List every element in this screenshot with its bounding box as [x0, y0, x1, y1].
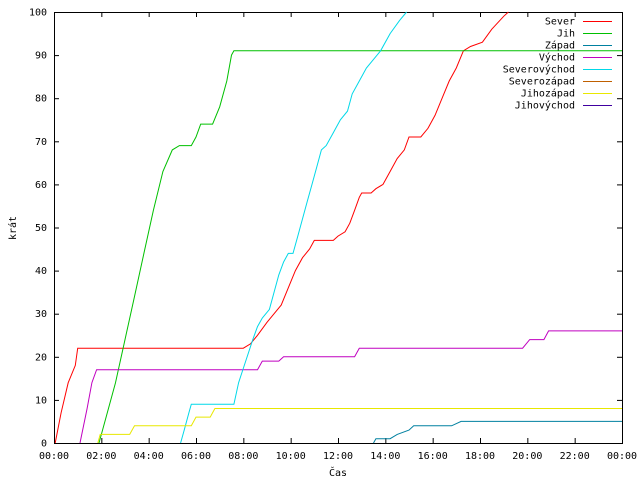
x-tick-label: 04:00: [134, 451, 164, 462]
series-line-východ: [79, 330, 622, 444]
legend-label: Severozápad: [509, 76, 575, 88]
x-tick-label: 02:00: [86, 451, 116, 462]
y-tick-label: 60: [35, 180, 47, 191]
x-axis-label: Čas: [329, 466, 347, 479]
y-tick-label: 50: [35, 223, 47, 234]
series-line-západ: [373, 420, 622, 444]
x-tick-label: 00:00: [607, 451, 637, 462]
y-tick-label: 20: [35, 352, 47, 363]
legend-label: Severovýchod: [503, 64, 575, 76]
y-tick-label: 40: [35, 266, 47, 277]
legend-label: Jihovýchod: [515, 100, 575, 112]
y-tick-label: 70: [35, 137, 47, 148]
y-tick-label: 10: [35, 395, 47, 406]
x-tick-label: 06:00: [181, 451, 211, 462]
legend-label: Východ: [539, 52, 575, 64]
x-tick-label: 12:00: [323, 451, 353, 462]
x-tick-label: 22:00: [560, 451, 590, 462]
series-line-jihozápad: [97, 408, 622, 444]
y-tick-label: 90: [35, 51, 47, 62]
y-tick-label: 0: [41, 439, 47, 450]
legend: SeverJihZápadVýchodSeverovýchodSeverozáp…: [503, 17, 612, 112]
x-tick-label: 10:00: [276, 451, 306, 462]
x-axis: 00:00 02:00 04:00 06:00 08:00 10:00 12:00 14:00…: [39, 12, 637, 462]
x-tick-label: 08:00: [228, 451, 258, 462]
legend-label: Jih: [557, 29, 575, 40]
y-axis-label: krát: [7, 216, 19, 240]
y-tick-label: 30: [35, 309, 47, 320]
legend-label: Sever: [545, 17, 575, 28]
series-lines: [54, 11, 622, 444]
series-line-severovýchod: [180, 11, 407, 444]
y-axis: 0 10 20 30 40 50 60 70 80 90 100: [29, 8, 622, 450]
legend-label: Západ: [545, 40, 575, 52]
x-tick-label: 16:00: [418, 451, 448, 462]
y-tick-label: 80: [35, 94, 47, 105]
series-line-sever: [54, 11, 509, 444]
legend-label: Jihozápad: [521, 88, 575, 100]
x-tick-label: 00:00: [39, 451, 69, 462]
series-line-jih: [98, 50, 622, 444]
x-tick-label: 18:00: [465, 451, 495, 462]
x-tick-label: 14:00: [370, 451, 400, 462]
x-tick-label: 20:00: [512, 451, 542, 462]
y-tick-label: 100: [29, 8, 47, 19]
